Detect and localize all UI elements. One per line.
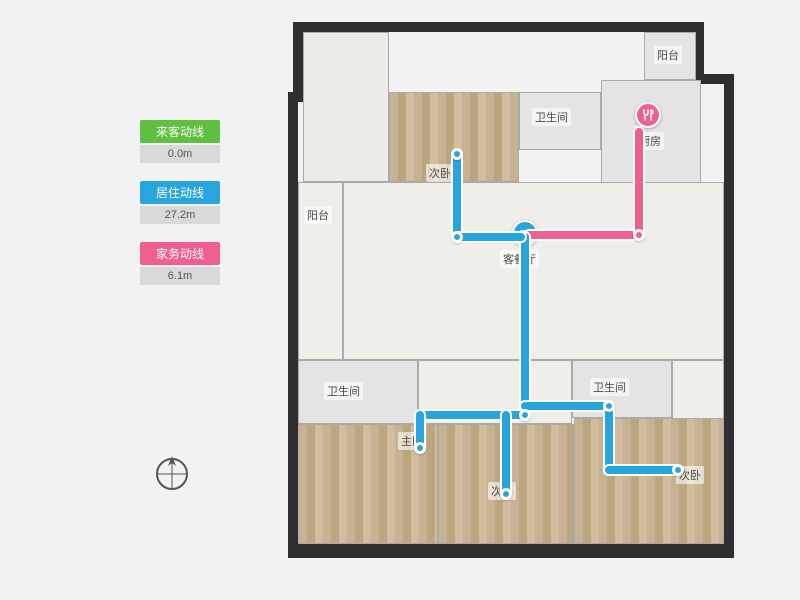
room-corner-nw (303, 32, 389, 182)
node-living (500, 488, 512, 500)
label-bed-top: 次卧 (426, 164, 454, 182)
path-living (605, 402, 613, 474)
node-chores (633, 229, 645, 241)
legend-guest-label: 来客动线 (140, 120, 220, 143)
path-chores (635, 128, 643, 239)
label-bath-top: 卫生间 (532, 108, 571, 126)
compass-icon (150, 452, 194, 496)
label-bath-left: 卫生间 (324, 382, 363, 400)
path-living (453, 152, 461, 240)
wall (293, 22, 648, 32)
wall (724, 74, 734, 554)
path-living (502, 411, 510, 497)
legend-chores-label: 家务动线 (140, 242, 220, 265)
wall (288, 544, 734, 558)
legend-panel: 来客动线 0.0m 居住动线 27.2m 家务动线 6.1m (140, 120, 220, 303)
wall (288, 92, 298, 554)
wall (293, 22, 303, 98)
node-living (672, 464, 684, 476)
node-living (414, 442, 426, 454)
kitchen-icon (635, 102, 661, 128)
path-living (521, 402, 613, 410)
label-balcony-left: 阳台 (304, 206, 332, 224)
label-living: 客餐厅 (500, 250, 539, 268)
room-living (343, 182, 724, 360)
path-living (416, 411, 529, 419)
path-living (521, 233, 529, 419)
path-living (605, 466, 681, 474)
legend-chores-value: 6.1m (140, 267, 220, 285)
legend-chores: 家务动线 6.1m (140, 242, 220, 285)
legend-living-label: 居住动线 (140, 181, 220, 204)
label-balcony-top: 阳台 (654, 46, 682, 64)
legend-guest-value: 0.0m (140, 145, 220, 163)
legend-guest: 来客动线 0.0m (140, 120, 220, 163)
legend-living: 居住动线 27.2m (140, 181, 220, 224)
path-living (453, 233, 525, 241)
legend-living-value: 27.2m (140, 206, 220, 224)
node-living (451, 148, 463, 160)
floorplan: 阳台 次卧 卫生间 厨房 阳台 客餐厅 卫生间 卫生间 主卧 次卧 次卧 (288, 14, 742, 574)
node-living (451, 231, 463, 243)
node-living (603, 400, 615, 412)
path-chores (525, 231, 643, 239)
room-hall-r (672, 360, 724, 424)
node-living (519, 409, 531, 421)
label-bath-right: 卫生间 (590, 378, 629, 396)
